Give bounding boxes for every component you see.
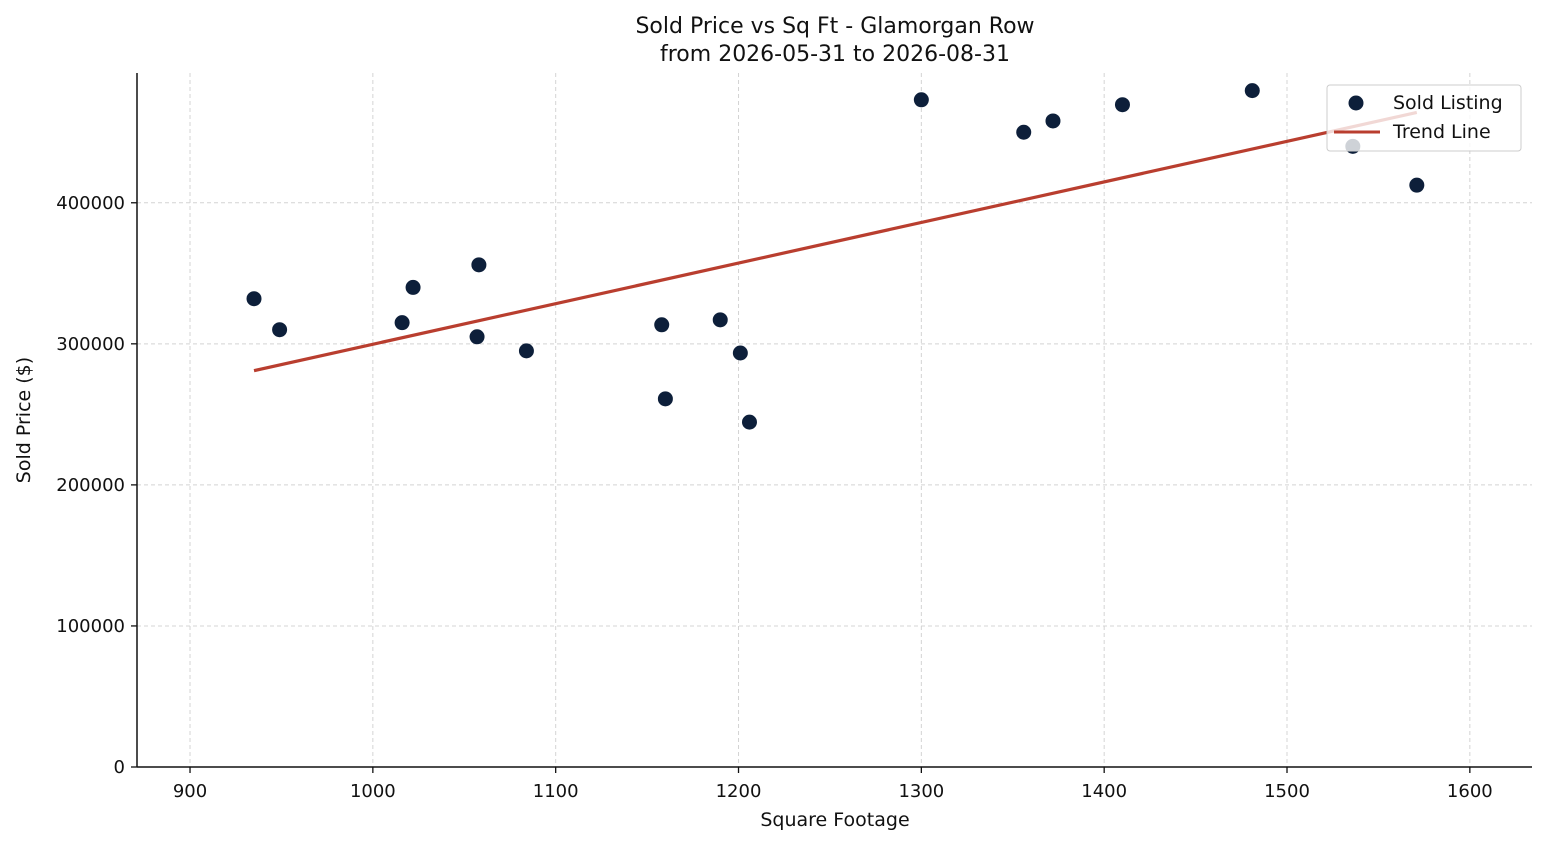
legend: Sold Listing Trend Line (1326, 84, 1522, 152)
chart-subtitle: from 2026-05-31 to 2026-08-31 (660, 42, 1010, 67)
scatter-point (469, 329, 485, 345)
scatter-point (732, 345, 748, 361)
scatter-point (1045, 113, 1061, 129)
y-tick-label: 200000 (56, 475, 125, 496)
chart-title: Sold Price vs Sq Ft - Glamorgan Row (635, 14, 1034, 39)
x-tick-label: 1000 (350, 781, 396, 802)
scatter-point (394, 315, 410, 331)
x-tick-label: 1200 (716, 781, 762, 802)
legend-box (1326, 84, 1522, 152)
legend-label-sold-listing: Sold Listing (1393, 92, 1503, 114)
scatter-point (518, 343, 534, 359)
x-axis-ticks: 900 1000 1100 1200 1300 1400 1500 1600 (173, 767, 1493, 802)
scatter-point (246, 291, 262, 307)
scatter-point (1016, 124, 1032, 140)
scatter-point (657, 391, 673, 407)
x-tick-label: 1100 (533, 781, 579, 802)
scatter-point (1244, 83, 1260, 99)
scatter-point (272, 322, 288, 338)
axes-spines (136, 73, 1532, 768)
scatter-points (246, 83, 1425, 430)
y-tick-label: 100000 (56, 616, 125, 637)
y-tick-label: 400000 (56, 193, 125, 214)
trend-line-layer (253, 110, 1418, 373)
legend-marker-sold-listing (1348, 95, 1364, 111)
x-tick-label: 1600 (1447, 781, 1493, 802)
legend-label-trend-line: Trend Line (1392, 121, 1491, 143)
scatter-point (741, 414, 757, 430)
scatter-point (712, 312, 728, 328)
title-block: Sold Price vs Sq Ft - Glamorgan Row from… (635, 14, 1034, 67)
scatter-point (913, 92, 929, 108)
scatter-point (1114, 97, 1130, 113)
scatter-point (405, 279, 421, 295)
y-tick-label: 0 (114, 757, 125, 778)
trend-line (253, 110, 1418, 373)
y-axis-label: Sold Price ($) (13, 357, 35, 483)
scatter-point (471, 257, 487, 273)
gridlines (137, 73, 1532, 767)
y-tick-label: 300000 (56, 334, 125, 355)
scatter-point (654, 317, 670, 333)
x-tick-label: 900 (173, 781, 207, 802)
y-axis-ticks: 0 100000 200000 300000 400000 (56, 193, 137, 778)
scatter-point (1409, 177, 1425, 193)
x-tick-label: 1300 (898, 781, 944, 802)
x-tick-label: 1500 (1264, 781, 1310, 802)
x-tick-label: 1400 (1081, 781, 1127, 802)
x-axis-label: Square Footage (760, 809, 909, 831)
